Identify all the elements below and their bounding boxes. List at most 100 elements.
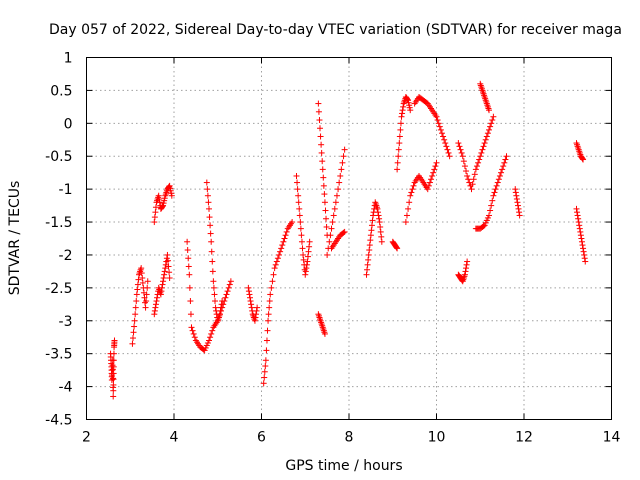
data-point-plus-marker [445,149,452,156]
data-point-plus-marker [110,393,117,400]
data-point-plus-marker [303,265,310,272]
data-point-plus-marker [364,261,371,268]
data-point-plus-marker [483,133,490,140]
data-point-plus-marker [251,317,258,324]
data-point-plus-marker [157,291,164,298]
data-point-plus-marker [270,271,277,278]
data-point-plus-marker [129,335,136,342]
data-point-plus-marker [410,182,417,189]
y-axis-label: SDTVAR / TECUs [7,181,23,296]
data-point-plus-marker [404,96,411,103]
x-tick-label: 8 [345,430,354,446]
data-point-plus-marker [277,248,284,255]
data-point-plus-marker [262,363,269,370]
data-point-plus-marker [223,291,230,298]
data-point-plus-marker [297,219,304,226]
data-point-plus-marker [580,156,587,163]
data-point-plus-marker [246,291,253,298]
data-point-plus-marker [366,247,373,254]
data-point-plus-marker [365,256,372,263]
data-point-plus-marker [245,284,252,291]
y-tick-label: -2 [59,248,73,264]
data-point-plus-marker [289,219,296,226]
data-point-plus-marker [298,232,305,239]
data-point-plus-marker [300,251,307,258]
data-point-plus-marker [129,340,136,347]
data-point-plus-marker [574,209,581,216]
data-point-plus-marker [375,212,382,219]
data-point-plus-marker [581,255,588,262]
data-point-plus-marker [139,279,146,286]
data-point-plus-marker [514,199,521,206]
data-point-plus-marker [574,212,581,219]
data-point-plus-marker [191,334,198,341]
data-point-plus-marker [329,219,336,226]
data-point-plus-marker [207,334,214,341]
data-point-plus-marker [435,120,442,127]
data-point-plus-marker [210,284,217,291]
data-point-plus-marker [487,123,494,130]
data-point-plus-marker [253,311,260,318]
data-point-plus-marker [138,270,145,277]
data-point-plus-marker [208,248,215,255]
data-point-plus-marker [226,281,233,288]
data-point-plus-marker [502,156,509,163]
data-point-plus-marker [322,207,329,214]
data-point-plus-marker [161,271,168,278]
data-point-plus-marker [222,294,229,301]
data-point-plus-marker [394,166,401,173]
data-point-plus-marker [278,245,285,252]
data-point-plus-marker [367,232,374,239]
data-point-plus-marker [578,238,585,245]
data-point-plus-marker [481,140,488,147]
data-point-plus-marker [492,186,499,193]
data-point-plus-marker [110,376,117,383]
data-point-plus-marker [207,222,214,229]
data-point-plus-marker [464,172,471,179]
y-tick-label: -3 [59,314,73,330]
data-point-plus-marker [393,244,400,251]
data-point-plus-marker [204,192,211,199]
data-point-plus-marker [132,311,139,318]
data-point-plus-marker [321,330,328,337]
data-point-plus-marker [430,169,437,176]
data-point-plus-marker [151,214,158,221]
data-point-plus-marker [514,202,521,209]
data-point-plus-marker [264,327,271,334]
y-tick-label: -0.5 [45,149,72,165]
data-point-plus-marker [335,186,342,193]
data-point-plus-marker [248,304,255,311]
data-point-plus-marker [323,215,330,222]
data-point-plus-marker [579,242,586,249]
data-point-plus-marker [489,197,496,204]
data-point-plus-marker [302,271,309,278]
data-point-plus-marker [398,113,405,120]
data-point-plus-marker [160,274,167,281]
data-point-plus-marker [166,274,173,281]
data-point-plus-marker [247,298,254,305]
data-point-plus-marker [364,266,371,273]
data-point-plus-marker [496,172,503,179]
data-point-plus-marker [486,212,492,219]
data-point-plus-marker [266,298,273,305]
grid-layer [86,57,612,420]
marks-layer [107,80,589,400]
data-point-plus-marker [515,205,522,212]
data-point-plus-marker [321,199,328,206]
x-axis-label: GPS time / hours [285,458,402,474]
data-point-plus-marker [486,107,492,114]
data-point-plus-marker [296,212,303,219]
data-point-plus-marker [429,172,436,179]
data-point-plus-marker [580,245,587,252]
data-point-plus-marker [463,168,470,175]
data-point-plus-marker [366,242,373,249]
data-point-plus-marker [471,171,478,178]
y-tick-label: 1 [64,51,73,67]
data-point-plus-marker [218,301,225,308]
data-point-plus-marker [332,199,339,206]
data-point-plus-marker [130,329,137,336]
data-point-plus-marker [320,182,327,189]
data-point-plus-marker [460,158,467,165]
data-point-plus-marker [263,347,270,354]
data-point-plus-marker [265,317,272,324]
